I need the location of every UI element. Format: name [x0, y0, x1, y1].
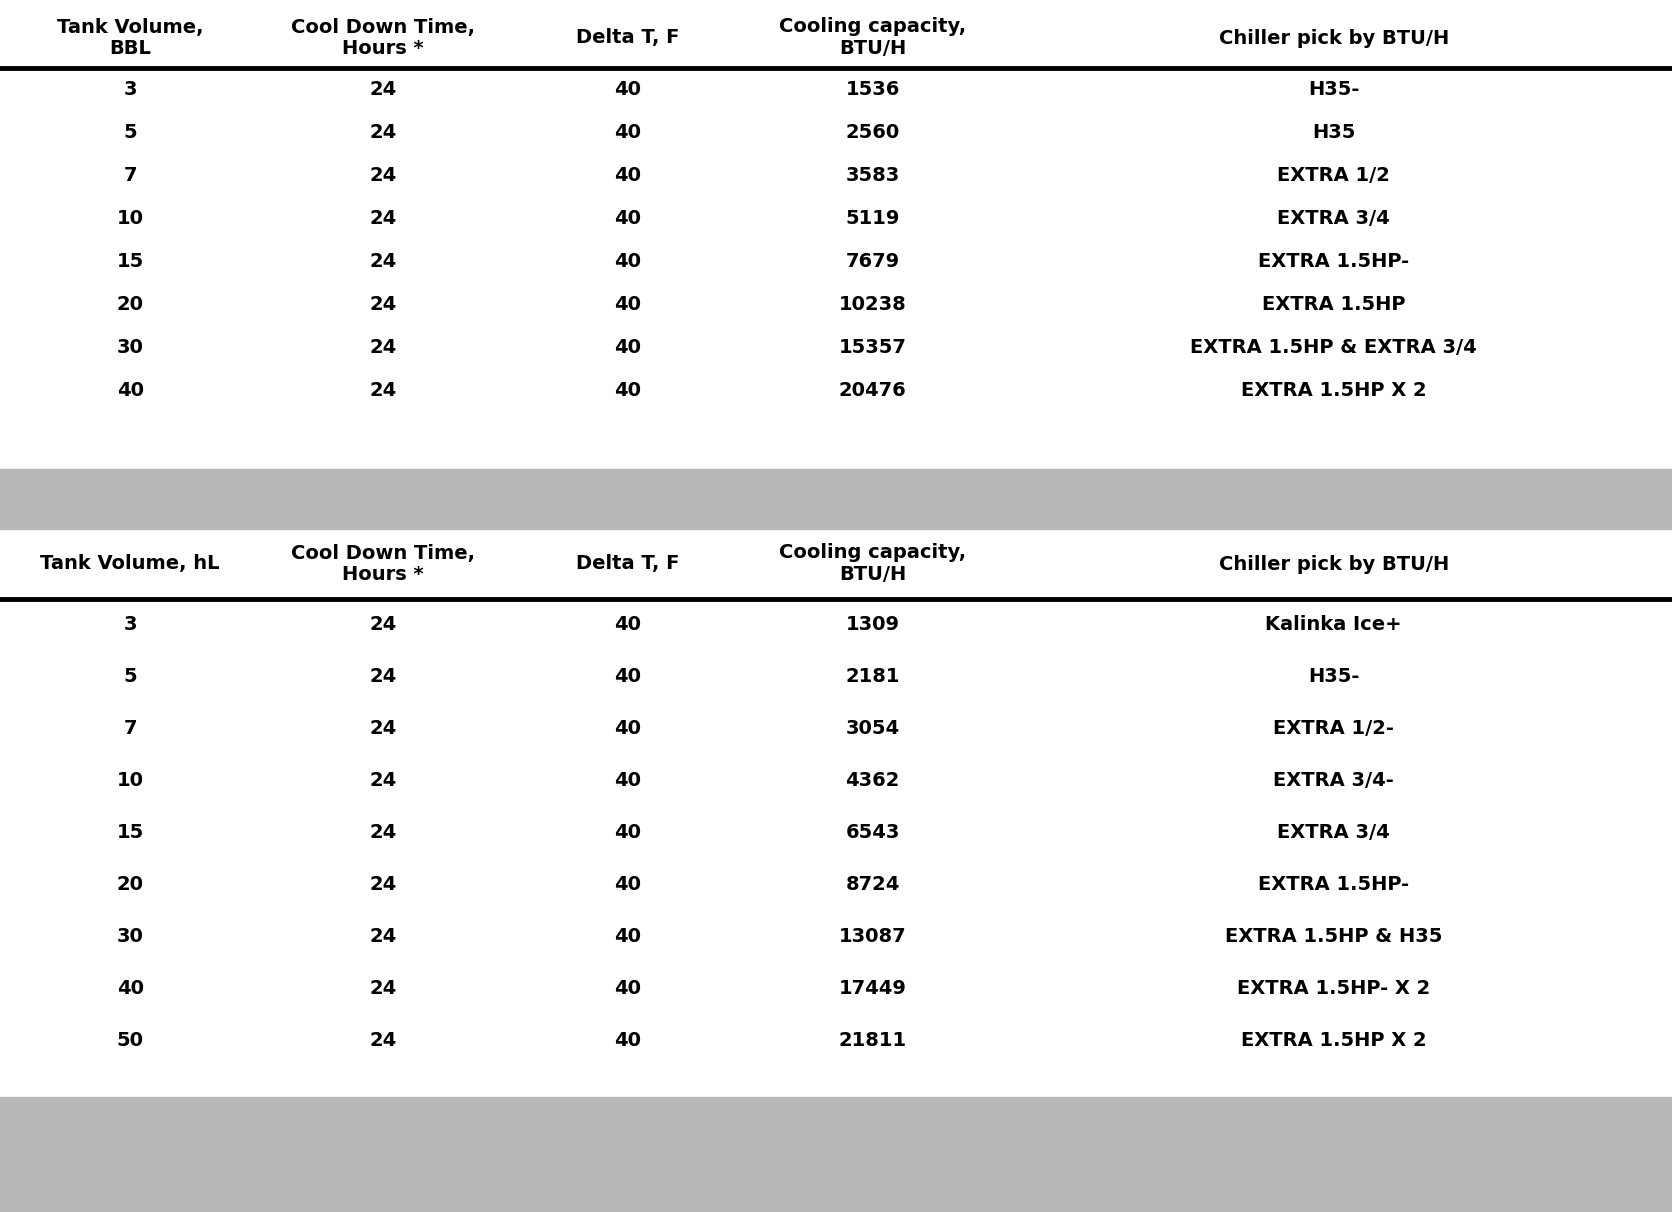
Text: 5: 5	[124, 668, 137, 686]
Text: 40: 40	[614, 979, 642, 999]
Text: 40: 40	[614, 720, 642, 738]
Text: 4362: 4362	[846, 772, 900, 790]
Text: 24: 24	[370, 166, 396, 185]
Text: 5119: 5119	[846, 208, 900, 228]
Text: 15: 15	[117, 823, 144, 842]
Text: H35-: H35-	[1308, 668, 1359, 686]
Text: EXTRA 1.5HP-: EXTRA 1.5HP-	[1259, 252, 1409, 271]
Bar	[0, 469, 1672, 528]
Text: 40: 40	[614, 208, 642, 228]
Text: Cooling capacity,
BTU/H: Cooling capacity, BTU/H	[779, 543, 966, 584]
Text: 7: 7	[124, 166, 137, 185]
Text: 2560: 2560	[846, 122, 900, 142]
Text: 3583: 3583	[846, 166, 900, 185]
Text: 20: 20	[117, 875, 144, 894]
Text: 17449: 17449	[839, 979, 906, 999]
Text: 2181: 2181	[846, 668, 900, 686]
Text: Delta T, F: Delta T, F	[577, 555, 679, 573]
Text: 24: 24	[370, 208, 396, 228]
Text: 10: 10	[117, 772, 144, 790]
Text: EXTRA 1/2: EXTRA 1/2	[1277, 166, 1389, 185]
Text: 5: 5	[124, 122, 137, 142]
Bar	[0, 1097, 1672, 1212]
Text: 24: 24	[370, 381, 396, 400]
Text: 40: 40	[614, 252, 642, 271]
Text: EXTRA 1.5HP- X 2: EXTRA 1.5HP- X 2	[1237, 979, 1430, 999]
Text: 24: 24	[370, 927, 396, 947]
Text: 24: 24	[370, 252, 396, 271]
Text: 40: 40	[614, 875, 642, 894]
Text: 6543: 6543	[846, 823, 900, 842]
Text: 20: 20	[117, 295, 144, 314]
Text: 24: 24	[370, 668, 396, 686]
Text: 40: 40	[614, 80, 642, 99]
Text: EXTRA 1.5HP & H35: EXTRA 1.5HP & H35	[1226, 927, 1443, 947]
Text: 40: 40	[614, 668, 642, 686]
Text: EXTRA 1.5HP X 2: EXTRA 1.5HP X 2	[1241, 1031, 1426, 1051]
Text: EXTRA 1.5HP: EXTRA 1.5HP	[1262, 295, 1406, 314]
Text: 40: 40	[117, 979, 144, 999]
Text: Cool Down Time,
Hours *: Cool Down Time, Hours *	[291, 543, 475, 584]
Text: H35-: H35-	[1308, 80, 1359, 99]
Text: EXTRA 3/4: EXTRA 3/4	[1277, 823, 1389, 842]
Text: 24: 24	[370, 720, 396, 738]
Text: 30: 30	[117, 927, 144, 947]
Text: 15357: 15357	[839, 338, 906, 358]
Text: 40: 40	[614, 122, 642, 142]
Text: 15: 15	[117, 252, 144, 271]
Text: 24: 24	[370, 338, 396, 358]
Text: Chiller pick by BTU/H: Chiller pick by BTU/H	[1219, 29, 1450, 47]
Text: 10238: 10238	[839, 295, 906, 314]
Text: Tank Volume, hL: Tank Volume, hL	[40, 555, 221, 573]
Text: Chiller pick by BTU/H: Chiller pick by BTU/H	[1219, 555, 1450, 573]
Text: Tank Volume,
BBL: Tank Volume, BBL	[57, 17, 204, 58]
Text: EXTRA 3/4-: EXTRA 3/4-	[1274, 772, 1394, 790]
Text: 40: 40	[614, 1031, 642, 1051]
Text: 40: 40	[614, 166, 642, 185]
Text: 40: 40	[614, 772, 642, 790]
Text: Delta T, F: Delta T, F	[577, 29, 679, 47]
Text: Kalinka Ice+: Kalinka Ice+	[1266, 616, 1403, 635]
Text: 21811: 21811	[839, 1031, 906, 1051]
Text: 40: 40	[117, 381, 144, 400]
Text: 40: 40	[614, 823, 642, 842]
Text: 40: 40	[614, 616, 642, 635]
Text: 20476: 20476	[839, 381, 906, 400]
Text: 1536: 1536	[846, 80, 900, 99]
Text: 24: 24	[370, 772, 396, 790]
Text: 40: 40	[614, 338, 642, 358]
Text: 30: 30	[117, 338, 144, 358]
Text: 3054: 3054	[846, 720, 900, 738]
Text: EXTRA 3/4: EXTRA 3/4	[1277, 208, 1389, 228]
Text: 24: 24	[370, 875, 396, 894]
Text: Cool Down Time,
Hours *: Cool Down Time, Hours *	[291, 17, 475, 58]
Text: 3: 3	[124, 80, 137, 99]
Text: 10: 10	[117, 208, 144, 228]
Text: 40: 40	[614, 381, 642, 400]
Text: Cooling capacity,
BTU/H: Cooling capacity, BTU/H	[779, 17, 966, 58]
Text: 40: 40	[614, 295, 642, 314]
Text: 24: 24	[370, 979, 396, 999]
Text: 24: 24	[370, 616, 396, 635]
Text: EXTRA 1.5HP X 2: EXTRA 1.5HP X 2	[1241, 381, 1426, 400]
Text: 13087: 13087	[839, 927, 906, 947]
Text: 50: 50	[117, 1031, 144, 1051]
Text: 8724: 8724	[846, 875, 900, 894]
Text: 24: 24	[370, 122, 396, 142]
Text: 7679: 7679	[846, 252, 900, 271]
Text: H35: H35	[1313, 122, 1356, 142]
Text: 24: 24	[370, 823, 396, 842]
Text: 24: 24	[370, 80, 396, 99]
Text: 7: 7	[124, 720, 137, 738]
Text: 3: 3	[124, 616, 137, 635]
Text: 40: 40	[614, 927, 642, 947]
Text: EXTRA 1/2-: EXTRA 1/2-	[1274, 720, 1394, 738]
Text: 24: 24	[370, 1031, 396, 1051]
Text: EXTRA 1.5HP-: EXTRA 1.5HP-	[1259, 875, 1409, 894]
Text: 24: 24	[370, 295, 396, 314]
Text: EXTRA 1.5HP & EXTRA 3/4: EXTRA 1.5HP & EXTRA 3/4	[1190, 338, 1476, 358]
Text: 1309: 1309	[846, 616, 900, 635]
